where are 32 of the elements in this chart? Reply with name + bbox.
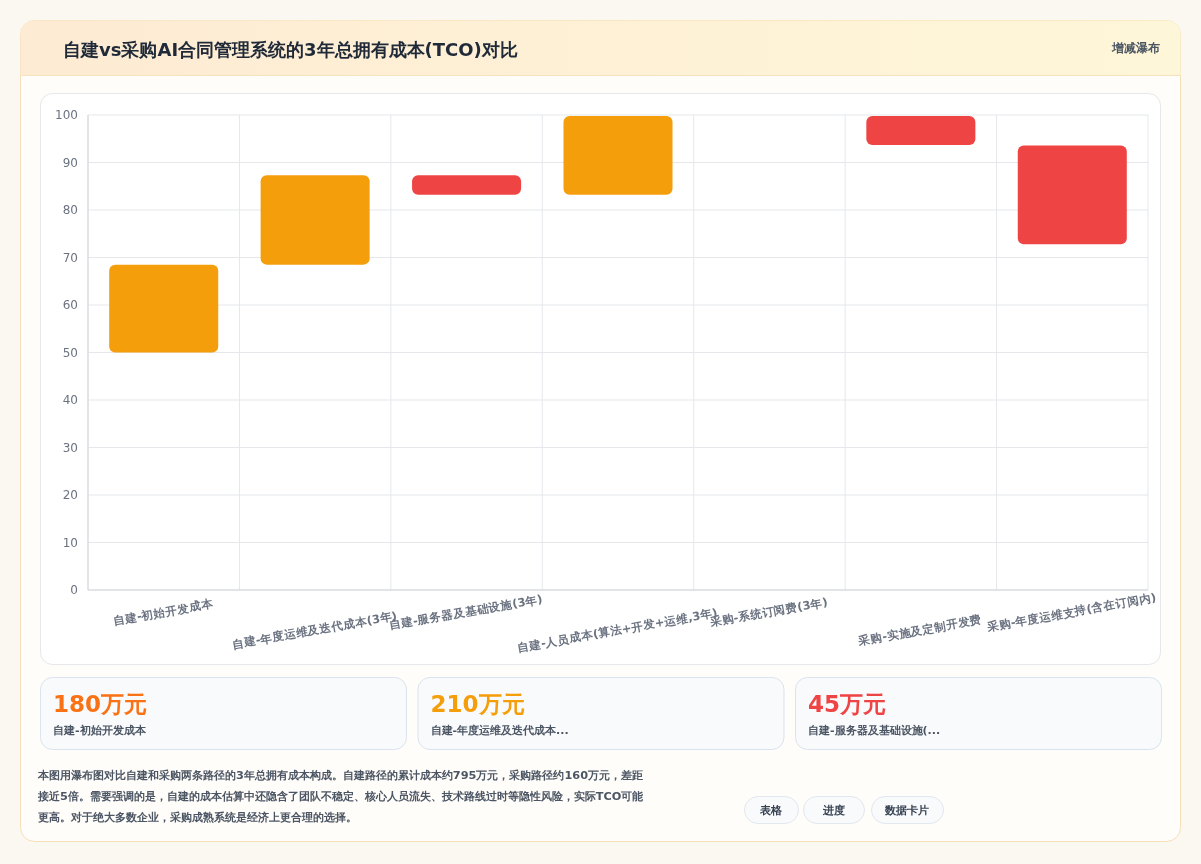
y-tick-label: 0: [70, 583, 78, 597]
text: 45万元: [808, 691, 887, 717]
chart-subtitle: 增减瀑布: [1111, 41, 1160, 55]
bar: [109, 264, 219, 353]
chart-title: 自建vs采购AI合同管理系统的3年总拥有成本(TCO)对比: [63, 39, 518, 60]
y-tick-label: 40: [62, 393, 78, 407]
y-tick-label: 30: [62, 440, 78, 455]
bar: [412, 175, 522, 195]
text: 自建-初始开发成本: [53, 724, 147, 737]
y-tick-label: 100: [55, 108, 78, 122]
text: 表格: [759, 804, 783, 817]
bar: [260, 175, 370, 265]
text: 进度: [821, 804, 845, 817]
y-tick-label: 70: [62, 250, 78, 265]
x-tick-label: 采购-实施及定制开发费: [856, 612, 983, 648]
y-tick-label: 10: [62, 535, 78, 550]
y-tick-label: 90: [62, 155, 78, 170]
x-tick-label: 采购-年度运维支持(含在订阅内): [985, 590, 1158, 634]
y-tick-label: 80: [62, 203, 78, 217]
text: 本图用瀑布图对比自建和采购两条路径的3年总拥有成本构成。自建路径的累计成本约795万元，采购路径约160万元，差距接近5倍。需要强调的是，自建的成本估算中还隐含了团队不稳定、核心人员流失、技术路线过时等隐性风险，实际TCO可能更高。对于绝大多数企业，采购成熟系统是经济上更合理的选择。: [37, 769, 645, 824]
y-tick-label: 60: [62, 298, 78, 312]
text: 数据卡片: [884, 804, 929, 817]
text: 210万元: [430, 691, 525, 717]
bar: [1017, 145, 1127, 245]
y-tick-label: 50: [62, 345, 78, 360]
bar: [563, 115, 673, 195]
text: 自建-年度运维及迭代成本...: [430, 724, 569, 737]
text: 自建-服务器及基础设施(...: [808, 724, 941, 737]
text: 180万元: [53, 691, 148, 717]
y-tick-label: 20: [62, 488, 78, 502]
x-tick-label: 自建-初始开发成本: [112, 596, 215, 628]
bar: [866, 115, 976, 145]
